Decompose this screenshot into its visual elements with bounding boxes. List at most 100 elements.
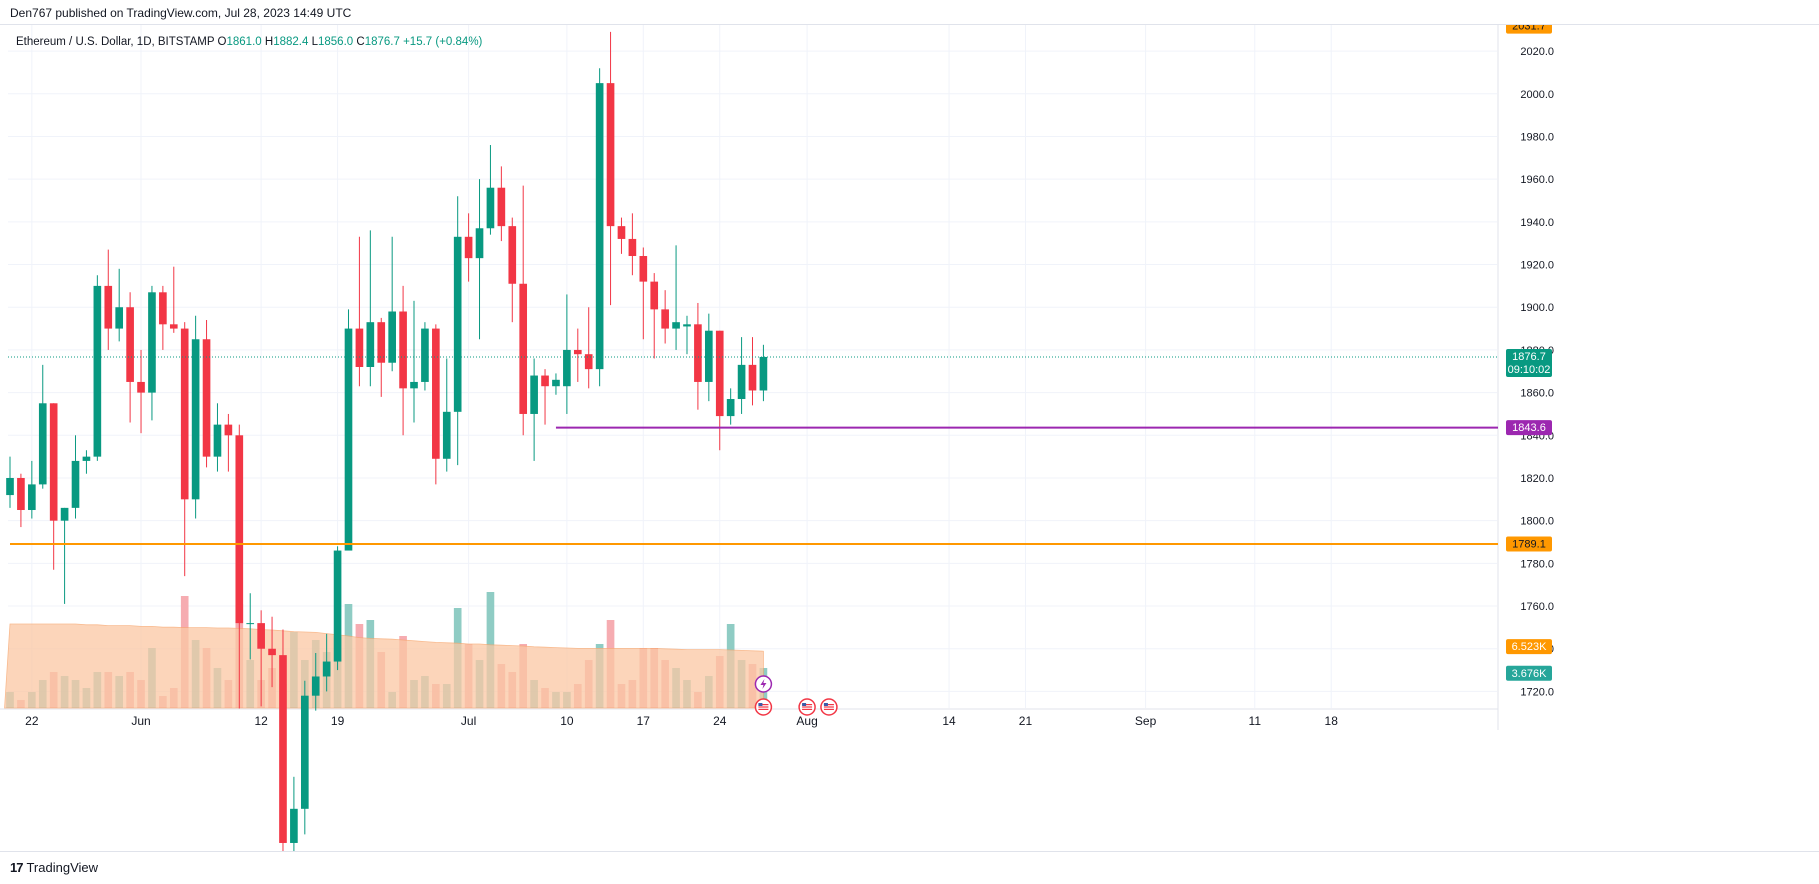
candle-body[interactable] bbox=[617, 226, 626, 239]
price-tick-label: 1900.0 bbox=[1520, 302, 1554, 314]
time-tick-label: 18 bbox=[1325, 714, 1339, 728]
candle-body[interactable] bbox=[421, 328, 429, 382]
candle-body[interactable] bbox=[268, 648, 276, 656]
candle-body[interactable] bbox=[257, 623, 265, 649]
candle-body[interactable] bbox=[71, 460, 80, 508]
candle-body[interactable] bbox=[639, 256, 648, 282]
time-tick-label: 10 bbox=[560, 714, 574, 728]
chart-frame[interactable]: 1720.01740.01760.01780.01800.01820.01840… bbox=[0, 24, 1819, 852]
candle-body[interactable] bbox=[38, 403, 47, 485]
candle-body[interactable] bbox=[169, 324, 178, 329]
candle-body[interactable] bbox=[159, 292, 167, 325]
candle-body[interactable] bbox=[366, 322, 375, 367]
candle-body[interactable] bbox=[432, 328, 440, 459]
candle-body[interactable] bbox=[355, 328, 364, 367]
candle-body[interactable] bbox=[584, 354, 593, 370]
candle-body[interactable] bbox=[606, 83, 615, 227]
price-tick-label: 1820.0 bbox=[1520, 473, 1554, 485]
candle-body[interactable] bbox=[235, 435, 244, 624]
time-tick-label: 19 bbox=[331, 714, 345, 728]
price-tick-label: 1860.0 bbox=[1520, 388, 1554, 400]
brand[interactable]: 17 TradingView bbox=[10, 860, 98, 875]
price-chart[interactable]: 1720.01740.01760.01780.01800.01820.01840… bbox=[0, 25, 1819, 851]
candle-body[interactable] bbox=[344, 328, 353, 551]
candle-body[interactable] bbox=[311, 676, 320, 696]
candle-body[interactable] bbox=[759, 356, 768, 391]
time-tick-label: 12 bbox=[254, 714, 268, 728]
candle-body[interactable] bbox=[191, 339, 200, 500]
price-axis-badge-label: 6.523K bbox=[1512, 641, 1548, 653]
candle-body[interactable] bbox=[628, 238, 637, 257]
candle-body[interactable] bbox=[519, 283, 528, 414]
candle-body[interactable] bbox=[137, 381, 145, 393]
flag-stripe bbox=[802, 704, 813, 706]
candle-body[interactable] bbox=[453, 236, 462, 412]
flag-stripe bbox=[802, 706, 813, 708]
candle-body[interactable] bbox=[180, 328, 189, 500]
candle-body[interactable] bbox=[224, 424, 233, 436]
candle-body[interactable] bbox=[748, 364, 757, 391]
candle-body[interactable] bbox=[82, 456, 91, 461]
candle-body[interactable] bbox=[28, 484, 36, 511]
candle-body[interactable] bbox=[202, 339, 211, 457]
candle-body[interactable] bbox=[705, 330, 713, 382]
candle-body[interactable] bbox=[60, 507, 69, 521]
candle-body[interactable] bbox=[322, 661, 331, 677]
candle-body[interactable] bbox=[486, 187, 495, 229]
candle-body[interactable] bbox=[595, 83, 604, 370]
candle-body[interactable] bbox=[672, 322, 680, 329]
candle-body[interactable] bbox=[399, 311, 407, 389]
price-tick-label: 1980.0 bbox=[1520, 131, 1554, 143]
candle-body[interactable] bbox=[737, 364, 746, 400]
candle-body[interactable] bbox=[573, 349, 582, 355]
candle-body[interactable] bbox=[650, 281, 659, 310]
legend-close: 1876.7 bbox=[364, 36, 400, 48]
candle-body[interactable] bbox=[17, 477, 25, 511]
candle-body[interactable] bbox=[508, 226, 517, 284]
candle-body[interactable] bbox=[726, 399, 735, 417]
candle-body[interactable] bbox=[715, 330, 724, 417]
flag-canton bbox=[758, 703, 763, 706]
price-axis-badge-label: 2031.7 bbox=[1512, 25, 1546, 33]
candle-body[interactable] bbox=[279, 655, 287, 843]
candle-body[interactable] bbox=[104, 285, 113, 329]
price-axis-badge bbox=[1506, 665, 1552, 681]
candle-body[interactable] bbox=[148, 292, 156, 393]
candle-body[interactable] bbox=[683, 324, 691, 327]
candle-body[interactable] bbox=[541, 375, 549, 387]
candle-body[interactable] bbox=[497, 187, 506, 227]
price-tick-label: 1760.0 bbox=[1520, 601, 1554, 613]
time-tick-label: 21 bbox=[1019, 714, 1033, 728]
candle-body[interactable] bbox=[464, 236, 473, 259]
candle-body[interactable] bbox=[93, 285, 102, 457]
legend-open-label: O bbox=[217, 36, 227, 48]
candle-body[interactable] bbox=[442, 411, 451, 459]
flag-stripe bbox=[758, 708, 769, 710]
candle-body[interactable] bbox=[563, 349, 571, 387]
candle-body[interactable] bbox=[694, 324, 702, 382]
candle-body[interactable] bbox=[333, 550, 342, 662]
candle-body[interactable] bbox=[475, 228, 484, 259]
candle-body[interactable] bbox=[377, 322, 386, 363]
candle-body[interactable] bbox=[410, 381, 418, 389]
candle-body[interactable] bbox=[552, 379, 560, 387]
candle-body[interactable] bbox=[115, 307, 124, 329]
candle-body[interactable] bbox=[246, 623, 255, 625]
candle-body[interactable] bbox=[49, 403, 58, 521]
price-axis-badge-label: 1876.7 bbox=[1512, 351, 1546, 363]
price-axis-badge bbox=[1506, 639, 1552, 655]
candle-body[interactable] bbox=[126, 307, 134, 382]
lightning-glyph bbox=[760, 679, 767, 689]
tradingview-logo-icon: 17 bbox=[10, 860, 24, 875]
candle-body[interactable] bbox=[388, 311, 396, 363]
price-tick-label: 1960.0 bbox=[1520, 174, 1554, 186]
candle-body[interactable] bbox=[661, 309, 669, 329]
legend-open: 1861.0 bbox=[226, 36, 262, 48]
candle-body[interactable] bbox=[300, 695, 309, 809]
volume-ma-area bbox=[4, 623, 764, 709]
candle-body[interactable] bbox=[6, 477, 14, 496]
candle-body[interactable] bbox=[530, 375, 538, 414]
candle-body[interactable] bbox=[290, 808, 298, 843]
flag-stripe bbox=[823, 708, 834, 710]
candle-body[interactable] bbox=[213, 424, 222, 457]
